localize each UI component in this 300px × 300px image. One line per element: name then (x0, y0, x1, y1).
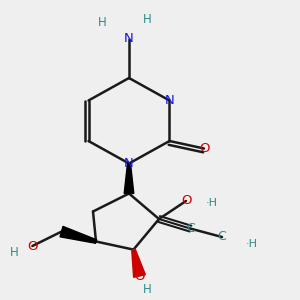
Polygon shape (124, 164, 134, 194)
Text: N: N (124, 32, 134, 46)
Text: O: O (134, 269, 145, 283)
Text: N: N (165, 94, 174, 107)
Text: N: N (124, 157, 134, 170)
Polygon shape (132, 249, 145, 277)
Text: ·H: ·H (206, 198, 218, 208)
Text: H: H (142, 283, 152, 296)
Text: O: O (199, 142, 209, 155)
Polygon shape (60, 226, 97, 243)
Text: H: H (142, 13, 152, 26)
Text: O: O (27, 239, 38, 253)
Text: O: O (181, 194, 191, 208)
Text: H: H (98, 16, 106, 29)
Text: H: H (10, 246, 19, 259)
Text: C: C (186, 222, 195, 235)
Text: ·H: ·H (246, 238, 258, 249)
Text: C: C (218, 230, 226, 244)
